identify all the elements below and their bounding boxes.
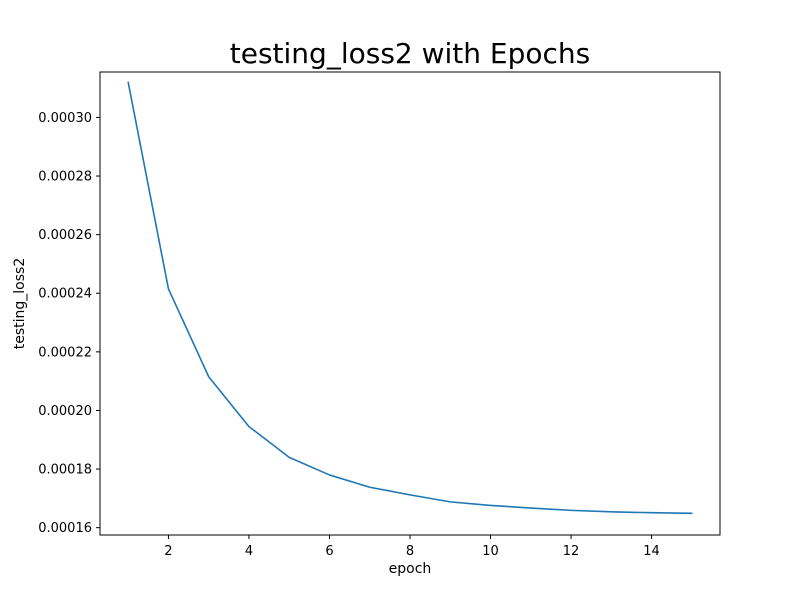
y-tick-label: 0.00022 — [38, 345, 92, 360]
y-tick-label: 0.00026 — [38, 228, 92, 243]
x-tick-label: 2 — [164, 544, 172, 559]
series-line — [127, 81, 693, 515]
x-tick-label: 10 — [482, 544, 499, 559]
y-tick-label: 0.00018 — [38, 463, 92, 478]
chart-title: testing_loss2 with Epochs — [230, 37, 591, 70]
x-tick-label: 4 — [245, 544, 253, 559]
y-tick-label: 0.00016 — [38, 521, 92, 536]
y-axis: 0.00016 0.00018 0.00020 0.00022 0.00024 0.000… — [38, 111, 100, 536]
x-tick-label: 14 — [643, 544, 660, 559]
y-tick-label: 0.00030 — [38, 111, 92, 126]
x-tick-label: 6 — [325, 544, 333, 559]
y-axis-label: testing_loss2 — [12, 258, 28, 350]
x-tick-label: 12 — [563, 544, 580, 559]
y-tick-label: 0.00024 — [38, 287, 92, 302]
x-tick-label: 8 — [406, 544, 414, 559]
x-axis: 2 4 6 8 10 12 14 — [164, 535, 660, 559]
y-tick-label: 0.00028 — [38, 170, 92, 185]
y-tick-label: 0.00020 — [38, 404, 92, 419]
x-axis-label: epoch — [389, 561, 432, 577]
plot-area — [99, 71, 721, 536]
